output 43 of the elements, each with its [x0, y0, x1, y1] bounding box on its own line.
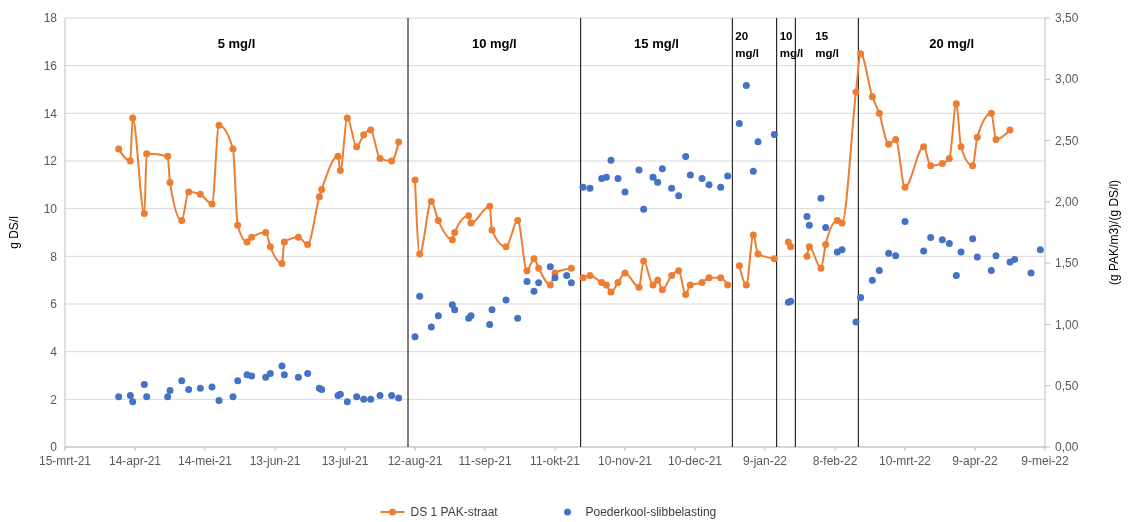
y2-tick-label: 1,50	[1055, 256, 1079, 271]
y2-tick-label: 3,50	[1055, 11, 1079, 26]
y-tick-label: 12	[43, 154, 58, 169]
y-tick-label: 14	[43, 106, 58, 121]
y-tick-label: 6	[50, 297, 58, 312]
y-tick-label: 8	[50, 249, 58, 264]
y-axis-title: g DS/l	[7, 216, 21, 249]
legend-label: DS 1 PAK-straat	[410, 505, 499, 520]
x-tick-label: 15-mrt-21	[38, 454, 92, 468]
x-tick-label: 12-aug-21	[387, 454, 443, 468]
y2-tick-label: 2,50	[1055, 133, 1079, 148]
x-tick-label: 10-dec-21	[667, 454, 723, 468]
x-tick-label: 9-jan-22	[742, 454, 788, 468]
x-tick-label: 13-jul-21	[321, 454, 369, 468]
x-tick-label: 9-mei-22	[1021, 454, 1069, 468]
annotation: 15 mg/l	[634, 35, 679, 51]
y-tick-label: 4	[50, 344, 58, 359]
annotation: 10 mg/l	[471, 35, 517, 51]
x-tick-label: 10-mrt-22	[878, 454, 932, 468]
x-tick-label: 13-jun-21	[249, 454, 301, 468]
x-tick-label: 11-okt-21	[530, 454, 581, 468]
y2-tick-label: 3,00	[1055, 72, 1079, 87]
x-tick-label: 11-sep-21	[458, 454, 512, 468]
y2-tick-label: 0,00	[1055, 440, 1079, 455]
y-tick-label: 0	[50, 440, 58, 455]
annotation: 20 mg/l	[735, 30, 759, 60]
y2-tick-label: 1,00	[1055, 317, 1079, 332]
y-tick-label: 16	[43, 58, 58, 73]
x-tick-label: 8-feb-22	[812, 454, 858, 468]
y-tick-label: 2	[50, 392, 58, 407]
x-tick-label: 10-nov-21	[597, 454, 653, 468]
x-tick-label: 14-apr-21	[108, 454, 162, 468]
legend-label: Poederkool-slibbelasting	[585, 505, 717, 520]
x-tick-label: 14-mei-21	[177, 454, 233, 468]
annotation: 20 mg/l	[929, 35, 975, 51]
annotation: 15 mg/l	[815, 30, 839, 60]
x-tick-label: 9-apr-22	[952, 454, 998, 468]
y-tick-label: 10	[43, 201, 58, 216]
annotation: 5 mg/l	[217, 35, 256, 51]
y2-tick-label: 0,50	[1055, 378, 1079, 393]
y2-tick-label: 2,00	[1055, 195, 1079, 210]
y2-axis-title: (g PAK/m3)/(g DS/l)	[1107, 179, 1121, 286]
y-tick-label: 18	[43, 11, 58, 26]
